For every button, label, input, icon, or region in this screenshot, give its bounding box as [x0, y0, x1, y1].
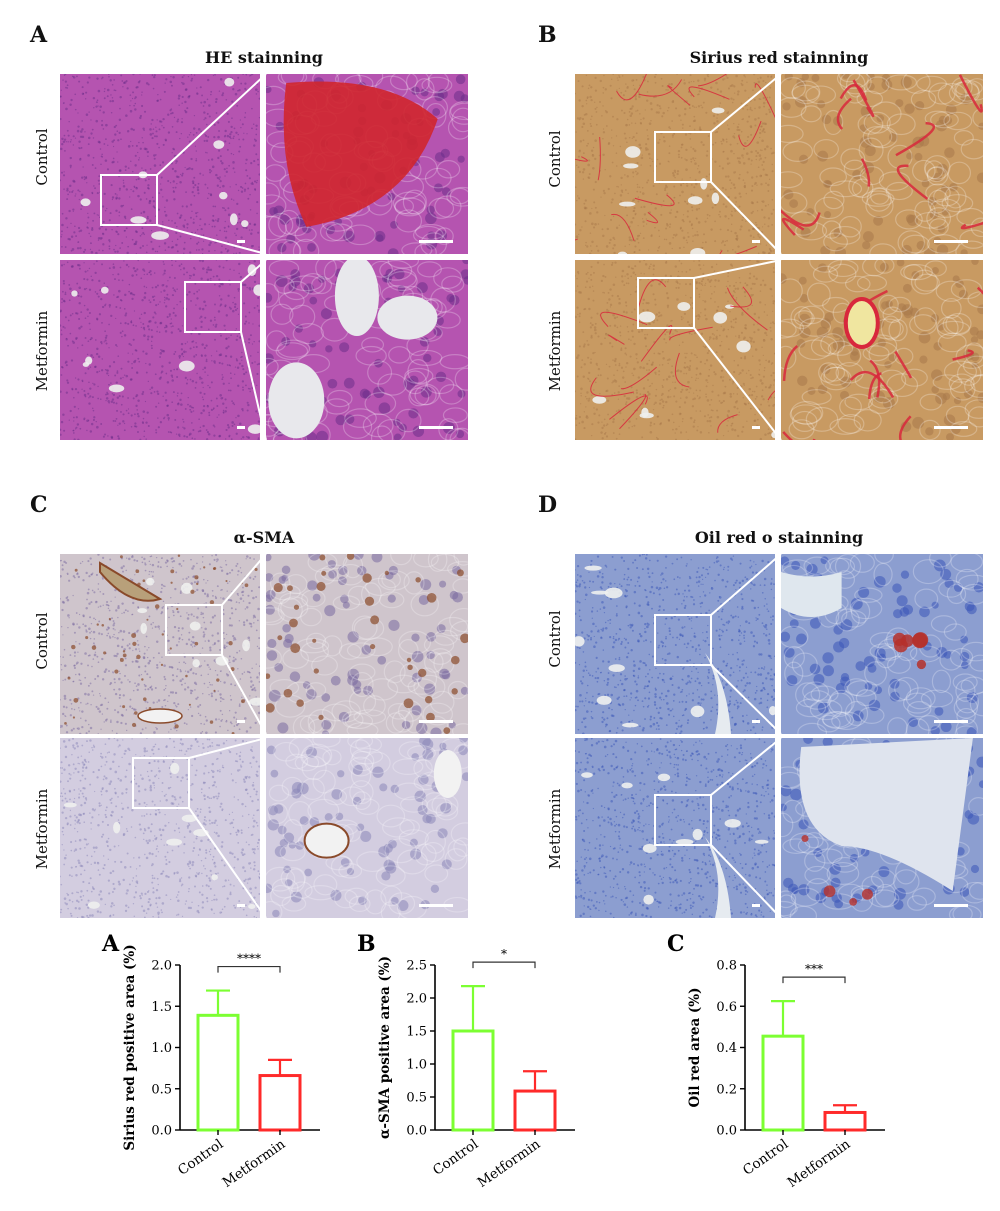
- y-tick-label: 0.5: [151, 1082, 172, 1097]
- micrograph-sirius-metformin-overview: [575, 260, 775, 440]
- x-tick-label: Metformin: [785, 1136, 854, 1191]
- micrograph-he-control-zoom: [266, 74, 468, 254]
- x-tick-label: Metformin: [220, 1136, 289, 1191]
- bar-chart-c: C Oil red area (%) 0.0 0.2 0.4 0.6 0.8 ControlM…: [667, 931, 885, 1191]
- micrograph-sma-control-overview: [60, 554, 260, 734]
- y-tick-label: 2.0: [406, 992, 427, 1007]
- y-tick-label: 0.2: [716, 1082, 737, 1097]
- y-tick-label: 1.0: [406, 1058, 427, 1073]
- significance-bracket: [217, 965, 281, 973]
- panel-letter-d: D: [538, 492, 558, 518]
- significance-marker: ***: [805, 962, 823, 976]
- y-tick-label: 2.0: [151, 959, 172, 974]
- panel-letter-c: C: [30, 492, 48, 518]
- y-tick-label: 2.5: [406, 959, 427, 974]
- zoom-guide: [184, 259, 267, 441]
- micrograph-sma-control-zoom: [266, 554, 468, 734]
- y-axis-label: Oil red area (%): [687, 987, 703, 1107]
- bar-control: [196, 1013, 240, 1132]
- zoom-guide: [132, 737, 267, 919]
- y-tick-label: 0.8: [716, 959, 737, 974]
- y-tick-label: 0.5: [406, 1091, 427, 1106]
- bar-control: [761, 1034, 805, 1132]
- micrograph-oil-control-zoom: [781, 554, 983, 734]
- bar-metformin: [823, 1110, 867, 1132]
- bar-chart-b: Bα-SMA positive area (%) 0.0 0.5 1.0 1.5 2.0 2…: [357, 931, 575, 1191]
- y-axis-label: Sirius red positive area (%): [122, 944, 138, 1150]
- zoom-guide: [165, 553, 267, 735]
- panel-title-sma: α-SMA: [233, 528, 295, 547]
- x-tick-label: Control: [430, 1136, 481, 1179]
- zoom-guide: [654, 553, 782, 735]
- y-tick-label: 0.4: [716, 1041, 737, 1056]
- significance-bracket: [782, 976, 846, 984]
- x-tick-label: Control: [175, 1136, 226, 1179]
- panel-letter-a: A: [30, 22, 48, 48]
- significance-marker: *: [501, 947, 507, 961]
- micrograph-sma-metformin-zoom: [266, 738, 468, 918]
- zoom-guide: [100, 73, 267, 255]
- micrograph-oil-metformin-overview: [575, 738, 775, 918]
- zoom-guide: [654, 737, 782, 919]
- bar-metformin: [258, 1074, 302, 1132]
- y-axis-label: α-SMA positive area (%): [377, 956, 393, 1139]
- micrograph-oil-control-overview: [575, 554, 775, 734]
- micrograph-sma-metformin-overview: [60, 738, 260, 918]
- micrograph-sirius-control-overview: [575, 74, 775, 254]
- chart-letter: A: [101, 931, 120, 957]
- zoom-guide: [637, 259, 782, 441]
- chart-letter: C: [667, 931, 685, 957]
- micrograph-sirius-control-zoom: [781, 74, 983, 254]
- micrograph-he-metformin-overview: [60, 260, 260, 440]
- chart-letter: B: [357, 931, 376, 957]
- x-tick-label: Metformin: [475, 1136, 544, 1191]
- y-tick-label: 1.5: [406, 1025, 427, 1040]
- significance-bracket: [472, 961, 536, 969]
- panel-title-oil: Oil red o stainning: [694, 528, 864, 547]
- panel-title-he: HE stainning: [205, 48, 323, 67]
- y-tick-label: 1.0: [151, 1041, 172, 1056]
- y-tick-label: 1.5: [151, 1000, 172, 1015]
- y-tick-label: 0.0: [716, 1124, 737, 1139]
- zoom-guide: [654, 73, 782, 255]
- panel-title-sirius: Sirius red stainning: [689, 48, 869, 67]
- micrograph-oil-metformin-zoom: [781, 738, 983, 918]
- micrograph-sirius-metformin-zoom: [781, 260, 983, 440]
- panel-letter-b: B: [538, 22, 557, 48]
- y-tick-label: 0.0: [406, 1124, 427, 1139]
- bar-metformin: [513, 1089, 557, 1132]
- y-tick-label: 0.6: [716, 1000, 737, 1015]
- x-tick-label: Control: [740, 1136, 791, 1179]
- significance-marker: ****: [237, 952, 261, 966]
- bar-control: [451, 1029, 495, 1132]
- y-tick-label: 0.0: [151, 1124, 172, 1139]
- micrograph-he-metformin-zoom: [266, 260, 468, 440]
